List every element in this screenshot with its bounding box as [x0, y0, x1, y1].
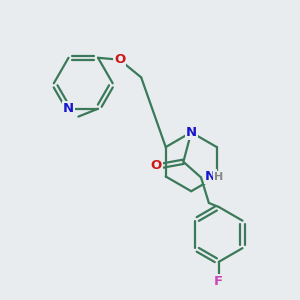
Text: N: N: [63, 102, 74, 115]
Text: H: H: [214, 172, 223, 182]
Text: O: O: [114, 53, 125, 66]
Text: F: F: [214, 275, 223, 288]
Text: N: N: [205, 170, 216, 183]
Text: N: N: [186, 126, 197, 139]
Text: O: O: [150, 159, 161, 172]
